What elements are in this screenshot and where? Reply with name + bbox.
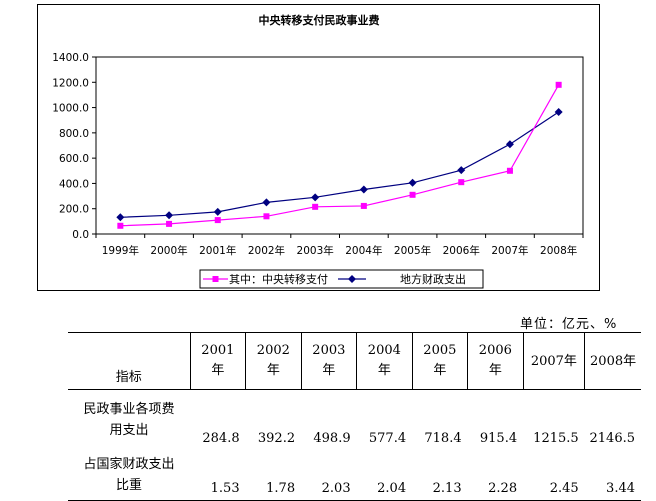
- table-cell: 2.28: [467, 450, 524, 501]
- x-tick-label: 2000年: [150, 244, 187, 257]
- row-label: 民政事业各项费 用支出: [83, 402, 175, 438]
- y-tick-label: 1200.0: [52, 77, 89, 89]
- header-year: 2008年: [584, 332, 641, 390]
- header-year: 2001 年: [189, 332, 246, 390]
- table-cell: 2.03: [301, 450, 357, 501]
- x-tick-label: 2006年: [443, 244, 480, 257]
- data-point: [312, 203, 319, 210]
- table-cell: 1.53: [190, 450, 246, 501]
- header-year: 2006 年: [467, 332, 524, 390]
- chart-title: 中央转移支付民政事业费: [259, 13, 380, 27]
- legend-marker: [212, 276, 219, 282]
- series-line: [120, 84, 560, 227]
- y-tick-label: 400.0: [59, 178, 89, 190]
- x-tick-label: 2001年: [199, 244, 236, 257]
- data-point: [359, 185, 368, 194]
- data-point: [311, 193, 320, 202]
- y-tick-label: 600.0: [59, 153, 89, 165]
- table-header-row: 指标 2001 年 2002 年 2003 年 2004 年 2005 年 2006 年 2…: [68, 332, 641, 390]
- header-indicator: 指标: [68, 332, 191, 390]
- table-cell: 915.4: [479, 431, 518, 446]
- table-cell: 392.2: [257, 431, 296, 446]
- data-point: [409, 191, 416, 198]
- data-point: [457, 166, 466, 175]
- x-tick-label: 2003年: [297, 244, 334, 257]
- x-tick-label: 2002年: [248, 244, 285, 257]
- legend-label: 其中：中央转移支付: [229, 272, 328, 286]
- y-tick-label: 1000.0: [52, 103, 89, 115]
- data-point: [116, 213, 125, 222]
- legend-marker: [348, 275, 356, 283]
- table-cell: 1215.5: [533, 431, 579, 446]
- data-point: [506, 167, 513, 174]
- table-row: 民政事业各项费 用支出 284.8 392.2 498.9 577.4 718.4…: [68, 390, 641, 451]
- data-point: [408, 178, 417, 187]
- data-point: [213, 207, 222, 216]
- header-year: 2004 年: [356, 332, 413, 390]
- table-cell: 3.44: [584, 450, 641, 501]
- line-chart: 中央转移支付民政事业费 0.0 200.0 400.0 600.0 800.0 1000.…: [52, 13, 584, 289]
- table-cell: 2.13: [412, 450, 468, 501]
- table-cell: 2.04: [356, 450, 413, 501]
- table-cell: 718.4: [424, 431, 462, 446]
- series-line: [120, 111, 559, 218]
- y-tick-label: 200.0: [59, 204, 89, 216]
- data-point: [554, 107, 563, 116]
- header-year: 2005 年: [411, 332, 468, 390]
- y-tick-label: 800.0: [59, 128, 89, 140]
- table-cell: 2.45: [523, 450, 585, 501]
- data-point: [166, 220, 173, 227]
- data-point: [555, 81, 562, 88]
- x-tick-label: 1999年: [102, 244, 139, 257]
- data-point: [505, 140, 514, 149]
- y-tick-label: 0.0: [72, 229, 89, 241]
- chart-frame: 中央转移支付民政事业费 0.0 200.0 400.0 600.0 800.0 1000.…: [37, 4, 600, 291]
- unit-label: 单位：亿元、%: [520, 317, 618, 332]
- row-label: 占国家财政支出 比重: [68, 450, 191, 501]
- data-table: 指标 2001 年 2002 年 2003 年 2004 年 2005 年 2006 年 2…: [68, 332, 641, 501]
- table-cell: 577.4: [368, 431, 407, 446]
- table-cell: 498.9: [313, 431, 351, 446]
- x-tick-label: 2008年: [540, 244, 577, 257]
- header-year: 2007年: [522, 332, 585, 390]
- data-point: [214, 217, 221, 224]
- data-point: [458, 179, 465, 186]
- header-year: 2003 年: [300, 332, 357, 390]
- data-point: [165, 211, 174, 220]
- legend-label: 地方财政支出: [400, 272, 466, 286]
- x-tick-label: 2004年: [345, 244, 382, 257]
- x-tick-label: 2007年: [491, 244, 528, 257]
- data-point: [262, 198, 271, 207]
- data-point: [117, 222, 124, 229]
- header-year: 2002 年: [245, 332, 302, 390]
- data-point: [360, 202, 367, 209]
- table-row: 占国家财政支出 比重 1.53 1.78 2.03 2.04 2.13 2.28 …: [68, 450, 641, 501]
- x-tick-label: 2005年: [394, 244, 431, 257]
- data-point: [263, 213, 270, 220]
- table-cell: 2146.5: [589, 431, 636, 446]
- y-tick-label: 1400.0: [52, 52, 89, 64]
- table-cell: 284.8: [202, 431, 240, 446]
